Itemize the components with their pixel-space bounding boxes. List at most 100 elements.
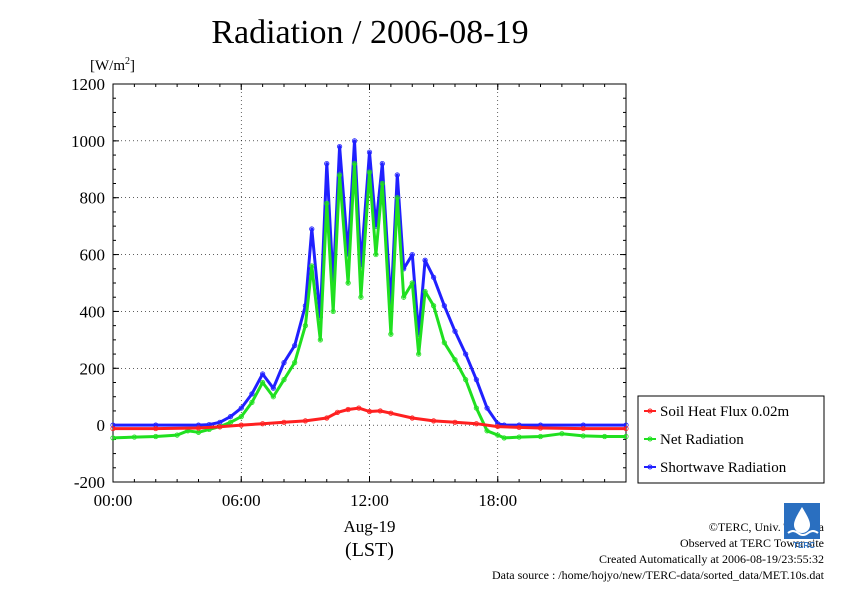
data-point xyxy=(260,371,266,377)
data-point xyxy=(431,418,437,424)
data-point xyxy=(463,377,469,383)
data-point xyxy=(110,435,116,441)
y-tick-label: 1200 xyxy=(71,75,105,94)
data-point xyxy=(336,172,343,178)
x-tick-label: 18:00 xyxy=(478,491,517,510)
data-point xyxy=(345,280,351,286)
data-point xyxy=(516,434,522,440)
data-point xyxy=(452,357,458,363)
data-point xyxy=(195,425,202,431)
data-point xyxy=(174,432,180,438)
data-point xyxy=(388,410,394,416)
data-point xyxy=(336,143,343,150)
data-point xyxy=(358,294,364,300)
data-point xyxy=(495,432,501,438)
data-point xyxy=(260,379,266,386)
data-point xyxy=(302,323,308,329)
data-point xyxy=(356,405,362,411)
data-point xyxy=(260,421,266,427)
data-point xyxy=(373,251,379,258)
data-point xyxy=(281,377,287,383)
chart-title: Radiation / 2006-08-19 xyxy=(211,14,529,51)
data-point xyxy=(623,433,629,440)
data-point xyxy=(330,308,336,315)
data-point xyxy=(270,394,276,400)
footer-observed: Observed at TERC Tower site xyxy=(679,536,824,550)
data-point xyxy=(351,138,358,144)
data-point xyxy=(217,424,223,430)
data-point xyxy=(409,251,415,258)
data-point xyxy=(537,433,544,440)
data-point xyxy=(292,359,298,366)
data-point xyxy=(431,303,437,309)
data-point xyxy=(422,288,428,295)
data-point xyxy=(249,391,255,397)
data-point xyxy=(484,428,490,434)
data-point xyxy=(249,399,255,405)
data-point xyxy=(317,337,323,343)
data-point xyxy=(110,425,116,432)
data-point xyxy=(441,303,447,309)
y-tick-label: 0 xyxy=(97,416,106,435)
data-point xyxy=(270,385,276,391)
series-line-0 xyxy=(113,406,626,431)
data-point xyxy=(324,200,330,206)
y-tick-label: -200 xyxy=(74,473,105,492)
legend-label-2: Shortwave Radiation xyxy=(660,460,787,476)
x-tick-label: 12:00 xyxy=(350,491,389,510)
data-point xyxy=(324,161,330,167)
data-point xyxy=(281,419,287,425)
series-line-2 xyxy=(113,139,626,427)
data-point xyxy=(409,415,415,421)
data-point xyxy=(473,405,479,411)
data-point xyxy=(602,433,608,440)
data-point xyxy=(153,433,159,440)
data-point xyxy=(580,433,586,439)
legend-box xyxy=(637,395,825,484)
data-point xyxy=(153,425,159,432)
data-point xyxy=(238,422,244,428)
data-point xyxy=(422,257,428,263)
data-point xyxy=(394,195,400,201)
data-point xyxy=(401,294,407,300)
legend-label-0: Soil Heat Flux 0.02m xyxy=(660,404,790,420)
series-line-1 xyxy=(112,162,626,440)
data-point xyxy=(394,172,400,178)
data-point xyxy=(463,351,469,357)
data-point xyxy=(345,406,351,413)
y-tick-label: 200 xyxy=(80,359,106,378)
data-point xyxy=(281,359,287,366)
data-point xyxy=(409,280,415,286)
data-point xyxy=(324,415,330,421)
data-point xyxy=(238,405,244,411)
data-point xyxy=(366,149,373,155)
data-point xyxy=(559,431,565,437)
y-tick-label: 1000 xyxy=(71,132,105,151)
legend-marker-2 xyxy=(647,464,653,470)
data-point xyxy=(537,425,544,431)
data-point xyxy=(473,421,479,427)
data-point xyxy=(309,226,315,232)
data-point xyxy=(580,425,586,432)
data-point xyxy=(452,419,458,425)
data-point xyxy=(623,425,629,432)
data-point xyxy=(309,263,315,269)
y-tick-label: 600 xyxy=(80,246,106,265)
legend-marker-1 xyxy=(647,436,653,442)
data-point xyxy=(379,161,385,167)
data-point xyxy=(388,331,394,337)
data-point xyxy=(484,405,490,411)
data-point xyxy=(351,161,358,167)
y-axis-unit: [W/m2] xyxy=(90,56,135,74)
legend-label-1: Net Radiation xyxy=(660,432,744,448)
data-point xyxy=(473,377,479,383)
terc-logo-icon xyxy=(784,503,820,539)
data-point xyxy=(516,424,522,431)
data-point xyxy=(441,340,447,346)
data-point xyxy=(131,434,137,440)
data-point xyxy=(377,408,383,414)
data-point xyxy=(334,409,341,415)
data-point xyxy=(238,414,244,420)
y-tick-label: 400 xyxy=(80,302,106,321)
